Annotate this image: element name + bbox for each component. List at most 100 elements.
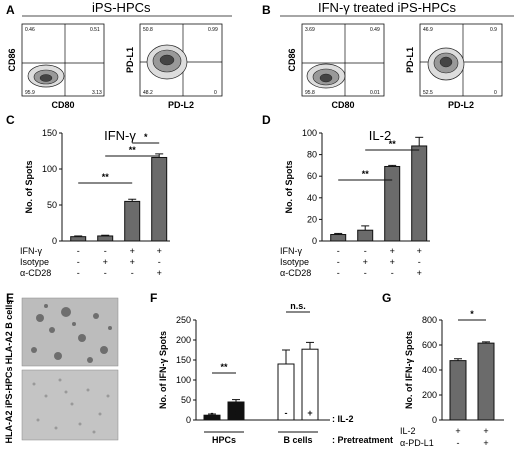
bar (357, 229, 374, 242)
panel-letter-c: C (6, 113, 15, 127)
treatment-row-label: Isotype (280, 257, 309, 267)
treatment-symbol: - (457, 438, 460, 448)
treatment-symbol: - (337, 257, 340, 267)
y-tick-label: 60 (307, 171, 317, 181)
treatment-symbol: - (158, 257, 161, 267)
treatment-symbol: + (483, 438, 488, 448)
y-tick-label: 150 (176, 355, 191, 365)
treatment-symbol: + (483, 426, 488, 436)
quadrant-ur: 0.51 (90, 27, 100, 33)
panel-letter-d: D (262, 113, 271, 127)
il2-row-label: : IL-2 (332, 414, 354, 424)
y-tick-label: 600 (422, 340, 437, 350)
bar (97, 235, 114, 242)
significance-label: * (470, 309, 474, 319)
treatment-row-label: α-CD28 (20, 268, 51, 278)
y-tick-label: 200 (176, 335, 191, 345)
treatment-symbol: - (104, 268, 107, 278)
bar (449, 360, 467, 421)
il2-symbol: - (285, 408, 288, 418)
micrograph-b-cells: HLA-A2 B cells (4, 297, 119, 367)
quadrant-ll: 95.8 (305, 90, 315, 96)
bar (124, 200, 141, 242)
y-tick-label: 0 (52, 236, 57, 246)
quadrant-ur: 0.49 (370, 27, 380, 33)
y-axis-label: CD86 (7, 48, 17, 71)
bar (151, 156, 168, 242)
treatment-symbol: - (77, 268, 80, 278)
x-axis-label: CD80 (331, 100, 354, 110)
treatment-row-label: IL-2 (400, 426, 416, 436)
bar (477, 342, 495, 421)
treatment-row-label: IFN-γ (280, 246, 302, 256)
y-tick-label: 800 (422, 315, 437, 325)
quadrant-lr: 0 (494, 90, 497, 96)
treatment-row-label: α-CD28 (280, 268, 311, 278)
panel-letter-g: G (382, 291, 391, 305)
y-tick-label: 250 (176, 315, 191, 325)
flow-plot-a-cd80-cd86: 0.46 0.51 95.9 3.13 CD86 CD80 (7, 23, 105, 110)
bar (70, 236, 87, 242)
quadrant-ll: 52.5 (423, 90, 433, 96)
chart-title: IL-2 (369, 128, 391, 143)
chart-g-pd-l1-block: 0 200 400 600 800 No. of IFN-γ Spots * IL-2 + + α-… (400, 309, 504, 448)
x-axis-label: PD-L2 (168, 100, 194, 110)
quadrant-ur: 0.99 (208, 27, 218, 33)
y-tick-label: 20 (307, 214, 317, 224)
significance-label: n.s. (290, 301, 306, 311)
flow-plot-a-pdl2-pdl1: 50.8 0.99 48.2 0 PD-L1 PD-L2 (125, 23, 223, 110)
y-tick-label: 0 (432, 415, 437, 425)
treatment-symbol: + (390, 246, 395, 256)
y-axis-label: CD86 (287, 48, 297, 71)
treatment-symbol: + (157, 246, 162, 256)
panel-letter-f: F (150, 291, 157, 305)
significance-label: ** (129, 145, 137, 155)
y-tick-label: 80 (307, 150, 317, 160)
panel-letter-b: B (262, 3, 271, 17)
quadrant-ll: 95.9 (25, 90, 35, 96)
panel-letter-a: A (6, 3, 15, 17)
treatment-symbol: - (77, 246, 80, 256)
bar (384, 165, 401, 242)
treatment-symbol: + (130, 246, 135, 256)
treatment-symbol: + (417, 268, 422, 278)
micrograph-label-ips-hpcs: HLA-A2 iPS-HPCs (4, 366, 14, 443)
treatment-symbol: + (417, 246, 422, 256)
treatment-row-label: IFN-γ (20, 246, 42, 256)
significance-label: ** (362, 169, 370, 179)
y-axis-label: No. of Spots (284, 161, 294, 214)
treatment-symbol: + (390, 257, 395, 267)
y-axis-label: No. of IFN-γ Spots (404, 331, 414, 409)
bar (411, 145, 428, 242)
group-label: B cells (283, 435, 312, 445)
y-tick-label: 50 (181, 395, 191, 405)
y-tick-label: 50 (47, 200, 57, 210)
y-tick-label: 0 (312, 236, 317, 246)
treatment-symbol: + (455, 426, 460, 436)
group-label: HPCs (212, 435, 236, 445)
y-tick-label: 0 (186, 415, 191, 425)
treatment-symbol: + (130, 257, 135, 267)
treatment-symbol: - (104, 246, 107, 256)
significance-label: ** (102, 172, 110, 182)
group-row-label: : Pretreatment (332, 435, 393, 445)
quadrant-lr: 0.01 (370, 90, 380, 96)
flow-plot-b-cd80-cd86: 3.69 0.49 95.8 0.01 CD86 CD80 (287, 23, 385, 110)
quadrant-ul: 46.9 (423, 27, 433, 33)
treatment-row-label: α-PD-L1 (400, 438, 434, 448)
x-axis-label: PD-L2 (448, 100, 474, 110)
quadrant-lr: 3.13 (92, 90, 102, 96)
y-tick-label: 400 (422, 365, 437, 375)
micrograph-ips-hpcs: HLA-A2 iPS-HPCs (4, 366, 119, 444)
quadrant-ll: 48.2 (143, 90, 153, 96)
quadrant-lr: 0 (214, 90, 217, 96)
y-tick-label: 150 (42, 128, 57, 138)
quadrant-ur: 0.9 (490, 27, 497, 33)
chart-f-ifn-gamma-spots: 0 50 100 150 200 250 No. of IFN-γ Spots ** n.s. -… (158, 301, 393, 445)
treatment-symbol: + (157, 268, 162, 278)
treatment-symbol: - (418, 257, 421, 267)
significance-label: ** (389, 139, 397, 149)
